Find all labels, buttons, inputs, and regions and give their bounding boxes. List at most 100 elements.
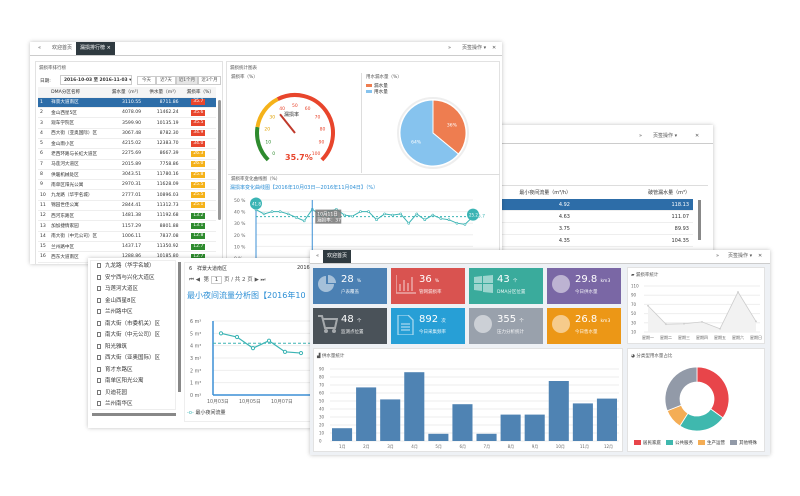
- tree-scrollbar-v[interactable]: [178, 262, 181, 392]
- tree-item[interactable]: 兰州南华区: [91, 399, 175, 409]
- next-page-button[interactable]: ▶: [254, 277, 259, 283]
- table-row[interactable]: 15 兰州路中区 1437.17 11350.92 12.7: [38, 241, 216, 253]
- tree-item[interactable]: 贝迪花园: [91, 388, 175, 400]
- range-1month-button[interactable]: 近1个月: [176, 76, 198, 85]
- column-header[interactable]: 供水量（m³）: [143, 87, 181, 98]
- table-row[interactable]: 1 祥景大道南区 3110.55 8711.86 35.7: [38, 97, 216, 109]
- close-icon[interactable]: ✕: [492, 45, 497, 51]
- scrollbar[interactable]: [218, 100, 221, 220]
- date-range-input[interactable]: 2016-10-03 至 2016-11-03 ▾: [60, 75, 132, 85]
- tree-item[interactable]: 西大街（亚奥国际）区: [91, 353, 175, 365]
- cart-icon: [318, 315, 338, 333]
- legend-item[interactable]: 公共服务: [666, 440, 693, 446]
- tab-next-button[interactable]: »: [448, 45, 452, 51]
- usage-donut-chart: [664, 366, 730, 432]
- table-row[interactable]: 4.35 104.35: [493, 235, 693, 247]
- data-point: [294, 216, 298, 219]
- column-header[interactable]: 漏水量（m³）: [105, 87, 144, 98]
- tree-item[interactable]: 育才东路区: [91, 365, 175, 377]
- table-row[interactable]: 7 马莲河大道区 2015.89 7758.86 26.0: [38, 159, 216, 170]
- tab-ops-menu[interactable]: 页签操作 ▾: [728, 253, 753, 259]
- tick-label: 10月07日: [271, 399, 293, 405]
- legend-item[interactable]: 漏水量: [366, 83, 388, 89]
- table-row[interactable]: 9 南单区阳光公寓 2970.31 11628.09 25.5: [38, 179, 216, 191]
- stat-tile[interactable]: 36 % 管网漏损率: [391, 268, 465, 304]
- table-row[interactable]: 8 供暖机械处区 3043.51 11780.16 25.8: [38, 169, 216, 181]
- close-icon[interactable]: ✕: [695, 133, 700, 139]
- cell: 4215.02: [105, 138, 144, 150]
- tab-prev-button[interactable]: «: [316, 253, 320, 259]
- legend-item[interactable]: 居民家庭: [634, 440, 661, 446]
- table-row[interactable]: 4.63 111.07: [493, 211, 693, 223]
- stat-tile[interactable]: 26.8 km3 今日售水量: [547, 308, 621, 344]
- legend-item[interactable]: 生产运营: [698, 440, 725, 446]
- page-input[interactable]: 1: [210, 276, 223, 284]
- tree-item[interactable]: 南大街（中元公司）区: [91, 330, 175, 342]
- cell: 10: [38, 189, 50, 201]
- tab-ops-menu[interactable]: 页签操作 ▾: [462, 45, 487, 51]
- range-7days-button[interactable]: 近7天: [156, 76, 176, 85]
- legend-item[interactable]: 其他特殊: [730, 440, 757, 446]
- tile-label: 监测点位置: [341, 330, 364, 335]
- tree-item[interactable]: 九龙路（华宇名城）: [91, 261, 175, 273]
- stat-tile[interactable]: 355 个 压力分析统计: [469, 308, 543, 344]
- last-page-button[interactable]: ⏭: [260, 277, 266, 283]
- column-header[interactable]: DMA分区名称: [49, 87, 106, 98]
- table-row[interactable]: 10 九龙路（华宇名城） 2777.01 10896.03 25.5: [38, 189, 216, 201]
- table-row[interactable]: 5 金山雨小区 4215.02 12383.70 34.0: [38, 138, 216, 150]
- stat-tile[interactable]: 43 个 DMA分区位置: [469, 268, 543, 304]
- stat-tile[interactable]: 892 次 今日采集频率: [391, 308, 465, 344]
- legend-item[interactable]: -o- 最小夜间流量: [187, 410, 226, 416]
- tab-leak-ranking[interactable]: 漏损排行榜 ×: [76, 42, 115, 55]
- tree-scrollbar-h[interactable]: [92, 413, 176, 416]
- prev-page-button[interactable]: ◀: [195, 277, 200, 283]
- table-row[interactable]: 3 观车学院区 3599.90 10135.19 35.5: [38, 117, 216, 129]
- night-flow-panel: 6 祥景大道南区 2016 ⏮ ◀ 第 1 页 / 共 2 页 ▶ ⏭ 最小夜间…: [184, 262, 328, 422]
- table-row[interactable]: 11 锦园世佳公寓 2844.41 11312.73 25.1: [38, 200, 216, 212]
- document-icon: [97, 389, 101, 395]
- stat-tile[interactable]: 48 个 监测点位置: [313, 308, 387, 344]
- close-icon[interactable]: ✕: [758, 253, 763, 259]
- column-header[interactable]: 漏损率（%）: [180, 87, 216, 98]
- table-row[interactable]: 4 西大街（亚奥国际）区 3067.48 8782.30 34.9: [38, 128, 216, 139]
- range-3months-button[interactable]: 近3个月: [198, 76, 221, 85]
- table-row[interactable]: 3.75 89.93: [493, 223, 693, 235]
- cell: 南单区阳光公寓: [49, 179, 106, 191]
- tab-welcome[interactable]: 欢迎首页: [323, 250, 352, 263]
- stat-tile[interactable]: 28 % 户表覆盖: [313, 268, 387, 304]
- tick-label: 4月: [411, 444, 418, 449]
- tree-item[interactable]: 马莲河大道区: [91, 284, 175, 296]
- column-header[interactable]: 破管漏水量（m³）: [648, 190, 690, 196]
- tree-item[interactable]: 安宁西与兴化大道区: [91, 273, 175, 285]
- tab-welcome[interactable]: 欢迎首页: [52, 45, 73, 51]
- tab-prev-button[interactable]: «: [38, 45, 42, 51]
- tick-label: 星期三: [678, 334, 690, 340]
- data-point: [415, 212, 419, 216]
- range-today-button[interactable]: 今天: [137, 76, 156, 85]
- tree-item[interactable]: 阳光雅筑: [91, 342, 175, 354]
- tick-label: 星期五: [714, 334, 726, 340]
- table-row[interactable]: 14 南大街（中元公司）区 1006.11 7837.08 12.8: [38, 231, 216, 242]
- tree-item[interactable]: 南大街（市委机关）区: [91, 319, 175, 331]
- tick-label: 50: [292, 103, 298, 109]
- table-row[interactable]: 4.92 118.13: [493, 199, 693, 211]
- scrollbar[interactable]: [698, 200, 701, 240]
- data-point: [647, 304, 649, 307]
- table-row[interactable]: 2 金山西星5区 4078.09 11462.24 35.6: [38, 107, 216, 119]
- tree-item[interactable]: 金山西星8区: [91, 296, 175, 308]
- table-row[interactable]: 13 加加捷情家园 1157.29 8801.88 13.1: [38, 220, 216, 232]
- table-row[interactable]: 12 西河东路区 1481.38 11192.68 13.2: [38, 210, 216, 222]
- stat-tile[interactable]: 29.8 km3 今日供水量: [547, 268, 621, 304]
- first-page-button[interactable]: ⏮: [189, 277, 194, 283]
- data-point: [383, 212, 386, 216]
- legend-item[interactable]: 用水量: [366, 89, 388, 95]
- table-row[interactable]: 6 老西环路与长虹大道区 2275.69 8667.39 26.3: [38, 148, 216, 160]
- tab-next-button[interactable]: »: [716, 253, 720, 259]
- year-label: 2016: [297, 265, 310, 271]
- tab-ops-menu[interactable]: 页签操作 ▾: [653, 133, 678, 139]
- tab-next-button[interactable]: »: [639, 133, 643, 139]
- column-header[interactable]: [38, 87, 50, 98]
- tree-item[interactable]: 兰州路中区: [91, 307, 175, 319]
- tree-item[interactable]: 南单区阳光公寓: [91, 376, 175, 388]
- column-header[interactable]: 最小夜间流量（m³/h）: [519, 190, 571, 196]
